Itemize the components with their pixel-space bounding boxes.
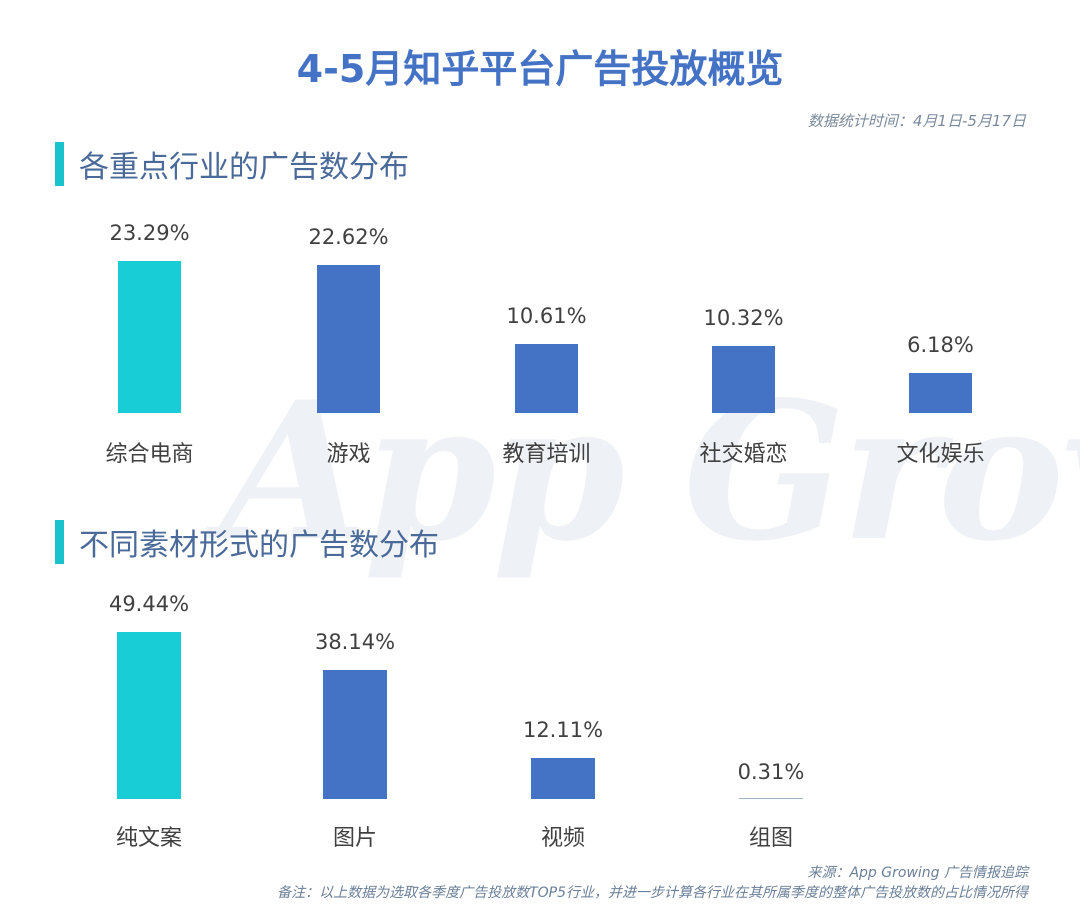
category-label: 教育培训 (502, 442, 591, 467)
bar-value-label: 38.14% (314, 630, 396, 655)
section-heading-text: 各重点行业的广告数分布 (79, 150, 409, 185)
bar-value-label: 0.31% (737, 759, 805, 784)
bar-group: 22.62% (308, 225, 389, 413)
bar (739, 797, 803, 799)
category-label: 游戏 (326, 442, 371, 467)
section-heading-industry: 各重点行业的广告数分布 (55, 142, 409, 186)
bar-group: 38.14% (315, 630, 395, 799)
bar (712, 345, 775, 413)
bar-value-label: 10.32% (703, 305, 784, 330)
bar-value-label: 22.62% (308, 225, 389, 250)
bar-value-label: 10.61% (506, 303, 587, 328)
stat-time: 数据统计时间：4月1日-5月17日 (807, 112, 1026, 130)
bar (531, 758, 595, 799)
bar-value-label: 49.44% (108, 591, 190, 616)
bar (317, 265, 380, 413)
page-title: 4-5月知乎平台广告投放概览 (296, 47, 784, 91)
bar-value-label: 12.11% (522, 718, 604, 743)
bar (515, 343, 578, 413)
bar-group: 0.31% (738, 760, 804, 799)
category-label: 纯文案 (115, 826, 182, 851)
bar-group: 12.11% (523, 718, 603, 799)
bar (117, 631, 181, 799)
category-label: 文化娱乐 (896, 442, 985, 467)
section-heading-text: 不同素材形式的广告数分布 (79, 528, 439, 563)
bar-group: 23.29% (109, 221, 190, 413)
bar-value-label: 23.29% (109, 220, 190, 245)
category-label: 图片 (332, 826, 377, 851)
category-label: 综合电商 (105, 442, 194, 467)
category-label: 组图 (748, 826, 793, 851)
section-heading-format: 不同素材形式的广告数分布 (55, 520, 439, 564)
bar (323, 670, 387, 799)
category-label: 社交婚恋 (699, 442, 788, 467)
section-accent-bar (55, 142, 64, 186)
source-note: 来源：App Growing 广告情报追踪 (807, 865, 1028, 881)
bar-group: 6.18% (907, 333, 974, 413)
bar-group: 49.44% (109, 592, 189, 799)
category-label: 视频 (540, 826, 585, 851)
bar-value-label: 6.18% (907, 332, 974, 357)
bar (118, 260, 181, 413)
bar-group: 10.32% (703, 306, 784, 413)
bar-group: 10.61% (506, 304, 587, 413)
bar (909, 372, 972, 413)
section-accent-bar (55, 520, 64, 564)
footnote: 备注：以上数据为选取各季度广告投放数TOP5行业，并进一步计算各行业在其所属季度… (277, 885, 1028, 901)
